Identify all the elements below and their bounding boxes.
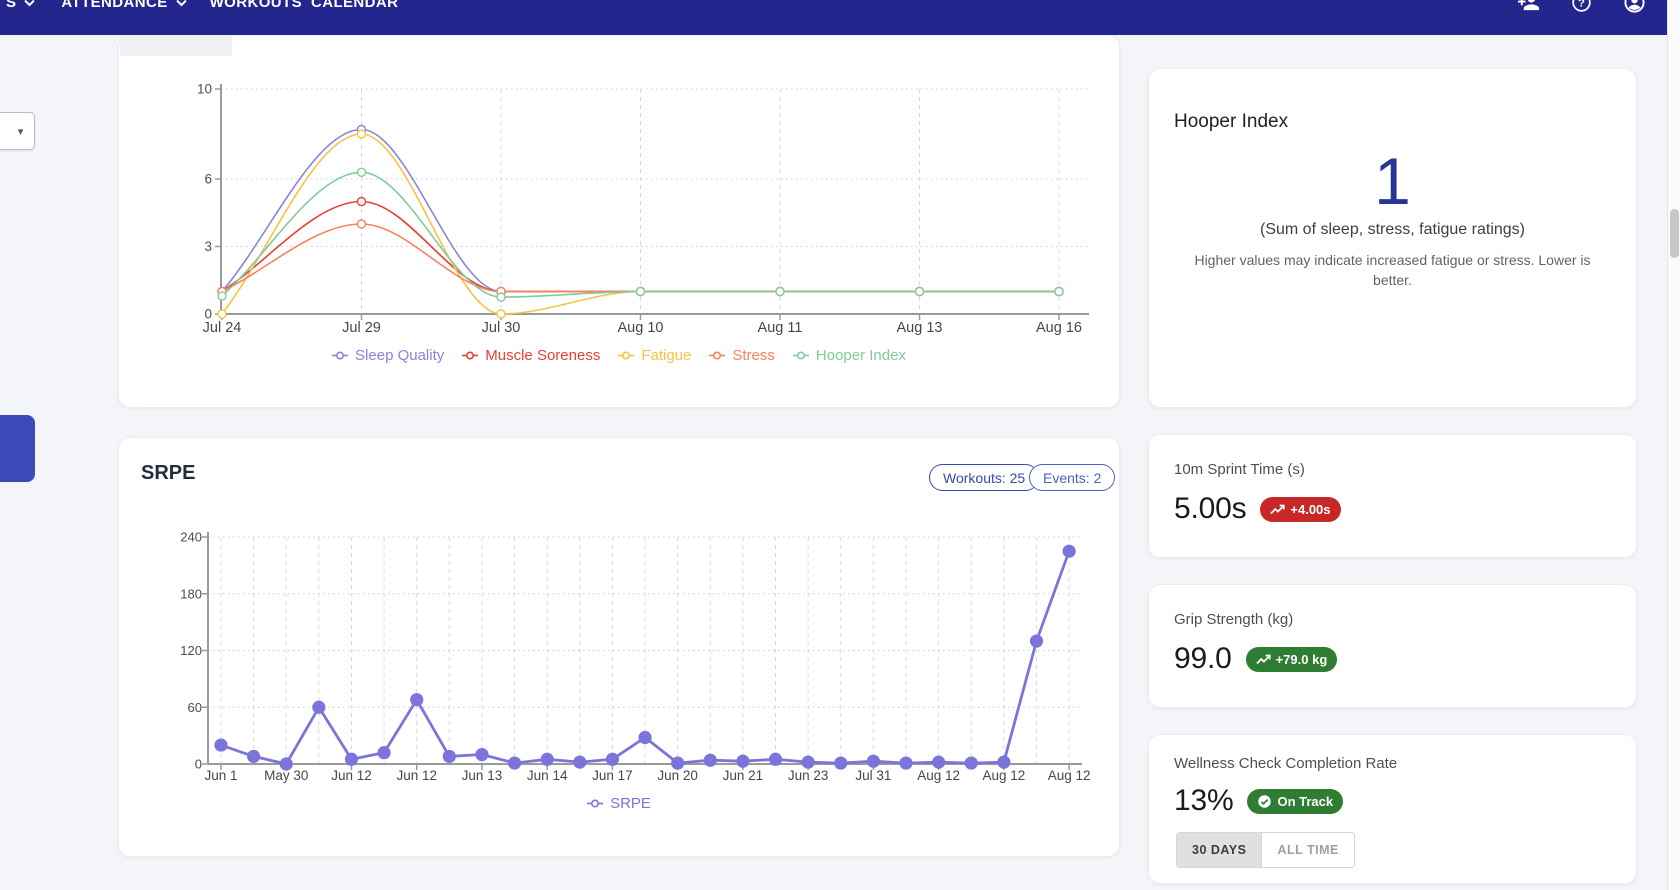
hooper-value: 1	[1374, 144, 1411, 218]
navbar: S ATTENDANCE WORKOUTS CALENDAR ?	[0, 0, 1680, 35]
sprint-time-title: 10m Sprint Time (s)	[1174, 461, 1305, 478]
svg-text:Jun 17: Jun 17	[592, 768, 633, 783]
trending-up-icon	[1270, 504, 1285, 514]
srpe-chart-card: SRPE Workouts: 25 Events: 2 0 60 120 180 240…	[118, 437, 1120, 857]
nav-item-workouts-label: WORKOUTS	[209, 0, 302, 11]
svg-text:Jun 14: Jun 14	[527, 768, 568, 783]
legend-item: Muscle Soreness	[462, 347, 600, 364]
svg-text:0: 0	[204, 307, 212, 322]
legend-item: Fatigue	[618, 347, 691, 364]
svg-text:Jun 20: Jun 20	[657, 768, 698, 783]
nav-item-calendar[interactable]: CALENDAR	[311, 0, 398, 11]
nav-item-s-label: S	[6, 0, 17, 11]
svg-text:6: 6	[204, 172, 212, 187]
placeholder-chip	[120, 35, 232, 56]
account-circle-icon[interactable]	[1623, 0, 1646, 14]
nav-item-attendance[interactable]: ATTENDANCE	[61, 0, 187, 11]
on-track-badge: On Track	[1247, 788, 1344, 814]
hooper-card-title: Hooper Index	[1174, 111, 1289, 132]
svg-text:Aug 12: Aug 12	[982, 768, 1025, 783]
srpe-chart-legend: SRPE	[119, 795, 1119, 812]
sprint-time-card: 10m Sprint Time (s) 5.00s +4.00s	[1148, 434, 1637, 558]
nav-item-workouts[interactable]: WORKOUTS	[210, 0, 302, 11]
srpe-card-title: SRPE	[141, 462, 196, 484]
grip-strength-card: Grip Strength (kg) 99.0 +79.0 kg	[1148, 584, 1637, 708]
wellness-line-chart[interactable]: 0 3 6 10 Jul 24 Jul 29 Jul 30 Aug 10 Aug 11 Aug 1…	[119, 36, 1121, 409]
on-track-text: On Track	[1277, 793, 1334, 809]
collapsed-dropdown[interactable]: ▾	[0, 112, 35, 150]
svg-text:Aug 12: Aug 12	[917, 768, 960, 783]
legend-item: SRPE	[587, 795, 651, 812]
range-toggle: 30 DAYS ALL TIME	[1176, 832, 1355, 868]
svg-text:0: 0	[195, 757, 202, 772]
svg-text:180: 180	[180, 586, 202, 601]
svg-text:Jul 24: Jul 24	[203, 320, 242, 336]
sprint-time-value: 5.00s	[1174, 492, 1247, 525]
grip-delta-text: +79.0 kg	[1275, 651, 1328, 667]
nav-item-attendance-label: ATTENDANCE	[61, 0, 168, 11]
sprint-delta-badge: +4.00s	[1260, 496, 1341, 522]
scrollbar-thumb[interactable]	[1670, 209, 1679, 258]
grip-strength-value: 99.0	[1174, 642, 1232, 675]
wellness-chart-card: 0 3 6 10 Jul 24 Jul 29 Jul 30 Aug 10 Aug 11 Aug 1…	[118, 35, 1120, 408]
caret-down-icon: ▾	[17, 125, 24, 138]
chevron-down-icon	[175, 0, 187, 6]
left-edge-button[interactable]	[0, 415, 35, 482]
svg-text:3: 3	[204, 239, 212, 254]
svg-text:Jun 1: Jun 1	[204, 768, 237, 783]
svg-text:?: ?	[1578, 0, 1585, 9]
chevron-down-icon	[24, 0, 36, 6]
svg-text:May 30: May 30	[264, 768, 308, 783]
person-add-icon[interactable]	[1517, 0, 1540, 14]
grip-delta-badge: +79.0 kg	[1245, 646, 1338, 672]
legend-item: Sleep Quality	[332, 347, 444, 364]
help-icon[interactable]: ?	[1571, 0, 1592, 13]
hooper-description: Higher values may indicate increased fat…	[1194, 252, 1591, 288]
svg-text:Aug 13: Aug 13	[897, 320, 943, 336]
sprint-delta-text: +4.00s	[1290, 501, 1331, 517]
srpe-line-chart[interactable]: 0 60 120 180 240 Jun 1 May 30 Jun 12 Jun 12 Jun 1…	[119, 438, 1121, 858]
nav-item-calendar-label: CALENDAR	[310, 0, 399, 11]
grip-strength-title: Grip Strength (kg)	[1174, 611, 1294, 628]
svg-text:Aug 16: Aug 16	[1036, 320, 1082, 336]
events-count-chip: Events: 2	[1029, 464, 1116, 491]
svg-text:Aug 10: Aug 10	[618, 320, 664, 336]
svg-text:Jun 13: Jun 13	[462, 768, 503, 783]
svg-text:Jun 12: Jun 12	[331, 768, 372, 783]
nav-item-s[interactable]: S	[6, 0, 36, 11]
svg-text:Aug 11: Aug 11	[758, 320, 803, 336]
svg-text:Jul 30: Jul 30	[482, 320, 521, 336]
toggle-all-time[interactable]: ALL TIME	[1261, 833, 1354, 867]
scrollbar-track	[1667, 0, 1680, 890]
wellness-completion-title: Wellness Check Completion Rate	[1174, 755, 1398, 772]
legend-item: Stress	[709, 347, 775, 364]
trending-up-icon	[1255, 654, 1271, 664]
svg-text:Jul 31: Jul 31	[855, 768, 891, 783]
hooper-subtitle: (Sum of sleep, stress, fatigue ratings)	[1260, 221, 1525, 238]
svg-text:240: 240	[180, 530, 202, 545]
svg-text:Jun 12: Jun 12	[396, 768, 437, 783]
legend-item: Hooper Index	[792, 347, 906, 364]
wellness-completion-value: 13%	[1174, 784, 1234, 817]
svg-text:Jun 23: Jun 23	[788, 768, 829, 783]
wellness-chart-legend: Sleep Quality Muscle Soreness Fatigue St…	[119, 347, 1119, 364]
svg-text:60: 60	[188, 700, 202, 715]
workouts-count-chip: Workouts: 25	[929, 464, 1040, 491]
svg-text:Jul 29: Jul 29	[342, 320, 381, 336]
svg-text:Jun 21: Jun 21	[723, 768, 764, 783]
hooper-index-card: Hooper Index 1 (Sum of sleep, stress, fa…	[1148, 68, 1637, 408]
svg-text:Aug 12: Aug 12	[1048, 768, 1091, 783]
toggle-30-days[interactable]: 30 DAYS	[1177, 833, 1262, 867]
wellness-completion-card: Wellness Check Completion Rate 13% On Tr…	[1148, 734, 1637, 884]
check-circle-icon	[1258, 794, 1272, 808]
svg-text:10: 10	[197, 82, 212, 97]
svg-text:120: 120	[180, 643, 202, 658]
